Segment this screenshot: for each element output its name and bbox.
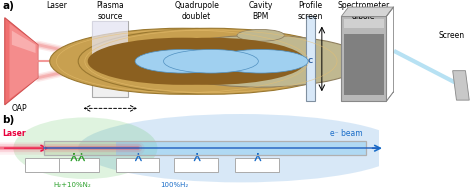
Text: Cavity
BPM: Cavity BPM (248, 1, 273, 21)
Text: C: C (308, 58, 313, 64)
Text: H₂+10%N₂: H₂+10%N₂ (53, 182, 91, 188)
Bar (59, 158, 99, 172)
Polygon shape (453, 71, 469, 100)
Ellipse shape (13, 117, 157, 179)
Circle shape (78, 28, 344, 94)
Bar (92, 21, 128, 55)
Circle shape (237, 29, 284, 41)
Text: e⁻ beam: e⁻ beam (329, 129, 362, 138)
Text: Screen: Screen (438, 31, 465, 40)
Bar (306, 17, 315, 101)
Circle shape (88, 38, 277, 85)
Bar (44, 141, 116, 155)
Circle shape (116, 38, 306, 85)
Text: 100%H₂: 100%H₂ (160, 182, 189, 188)
Bar (92, 55, 128, 67)
Text: OAP: OAP (11, 104, 27, 113)
Text: a): a) (2, 1, 14, 11)
Text: Spectrometer
dipole: Spectrometer dipole (337, 1, 390, 21)
Bar (44, 141, 366, 155)
Polygon shape (9, 24, 38, 99)
Bar (341, 17, 386, 101)
Polygon shape (5, 18, 38, 105)
Bar (25, 158, 64, 172)
Ellipse shape (78, 114, 403, 182)
Bar (44, 141, 366, 155)
Circle shape (164, 49, 258, 73)
Polygon shape (12, 31, 36, 53)
Bar (344, 34, 384, 95)
Bar (235, 158, 279, 172)
Circle shape (50, 28, 315, 94)
Text: Quadrupole
doublet: Quadrupole doublet (174, 1, 219, 21)
Text: Plasma
source: Plasma source (96, 1, 124, 21)
Text: b): b) (2, 115, 14, 125)
Text: Laser: Laser (2, 129, 26, 138)
Bar (92, 21, 128, 97)
Bar (344, 19, 384, 28)
Text: Profile
screen: Profile screen (298, 1, 323, 21)
Bar (174, 158, 218, 172)
Bar (116, 158, 159, 172)
Polygon shape (341, 7, 393, 17)
Text: Laser: Laser (46, 1, 67, 10)
Circle shape (156, 35, 365, 87)
Circle shape (135, 49, 230, 73)
Circle shape (213, 49, 308, 73)
Bar (116, 141, 366, 155)
